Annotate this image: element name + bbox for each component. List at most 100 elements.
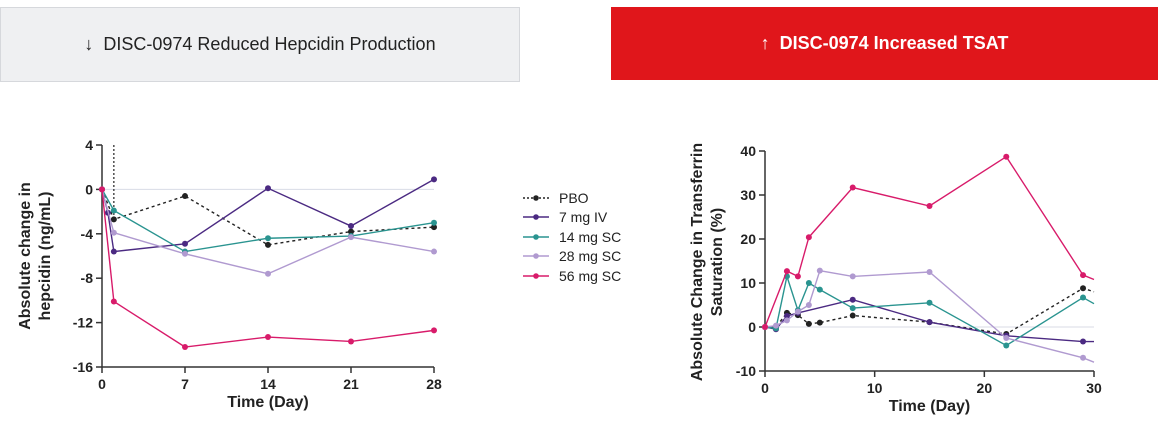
data-point xyxy=(348,338,354,345)
data-point xyxy=(783,268,790,275)
legend-item: 28 mg SC xyxy=(523,247,621,267)
tsat-banner-text: DISC-0974 Increased TSAT xyxy=(779,33,1009,53)
up-arrow-icon: ↑ xyxy=(760,33,770,53)
data-point xyxy=(1080,272,1087,279)
tsat-banner: ↑ DISC-0974 Increased TSAT xyxy=(611,7,1158,80)
series-line xyxy=(101,189,435,348)
legend-swatch-icon xyxy=(523,233,549,240)
x-tick-label: 14 xyxy=(260,376,276,392)
data-point xyxy=(182,250,188,257)
x-tick-label: 10 xyxy=(867,380,883,396)
series-line xyxy=(101,189,435,246)
data-point xyxy=(265,185,271,192)
data-point xyxy=(783,313,790,319)
legend-swatch-icon xyxy=(523,272,549,279)
data-point xyxy=(926,203,933,209)
legend-swatch-icon xyxy=(523,214,549,221)
x-tick-label: 30 xyxy=(1086,380,1102,396)
data-point xyxy=(762,324,768,330)
data-point xyxy=(783,317,790,324)
y-tick-label: -16 xyxy=(73,359,93,375)
x-tick-label: 7 xyxy=(181,376,189,392)
data-point xyxy=(1080,294,1087,301)
series-28-mg-sc xyxy=(99,186,437,277)
legend: PBO 7 mg IV 14 mg SC 28 mg SC 56 mg SC xyxy=(523,188,621,286)
data-point xyxy=(849,312,856,319)
data-point xyxy=(431,219,437,226)
data-point xyxy=(816,267,823,274)
data-point xyxy=(794,308,801,315)
data-point xyxy=(348,228,354,235)
data-point xyxy=(265,334,271,341)
y-tick-label: 40 xyxy=(740,143,756,159)
y-tick-label: 30 xyxy=(740,187,756,203)
data-point xyxy=(926,299,933,306)
data-point xyxy=(1003,335,1010,341)
data-point xyxy=(1080,354,1087,361)
y-tick-label: -4 xyxy=(81,226,94,242)
data-point xyxy=(849,296,856,303)
data-point xyxy=(182,240,188,247)
data-point xyxy=(110,216,117,223)
legend-label: 14 mg SC xyxy=(559,228,622,245)
series-line xyxy=(101,189,435,253)
data-point xyxy=(348,234,354,241)
legend-swatch-icon xyxy=(523,194,549,201)
data-point xyxy=(110,248,117,255)
y-tick-label: 10 xyxy=(740,275,756,291)
legend-item: 14 mg SC xyxy=(523,227,621,247)
x-tick-label: 0 xyxy=(98,376,106,392)
data-point xyxy=(265,241,271,248)
y-tick-label: 0 xyxy=(85,181,93,197)
y-tick-label: -8 xyxy=(81,270,94,286)
data-point xyxy=(849,273,856,280)
data-point xyxy=(805,302,812,308)
data-point xyxy=(772,322,779,329)
y-axis-label: Absolute Change in Transferrin xyxy=(689,143,706,381)
data-point xyxy=(1080,285,1087,292)
y-axis-label: Saturation (%) xyxy=(709,208,726,316)
x-axis-label: Time (Day) xyxy=(227,394,309,411)
down-arrow-icon: ↓ xyxy=(84,34,94,54)
series-14-mg-sc xyxy=(762,273,1095,349)
y-tick-label: 0 xyxy=(748,319,756,335)
data-point xyxy=(265,235,271,242)
data-point xyxy=(805,234,812,241)
data-point xyxy=(431,176,437,183)
y-axis-label: Absolute change in xyxy=(17,182,34,330)
data-point xyxy=(926,269,933,275)
y-axis-label: hepcidin (ng/mL) xyxy=(37,192,54,321)
data-point xyxy=(431,224,437,231)
data-point xyxy=(265,270,271,277)
hepcidin-banner: ↓ DISC-0974 Reduced Hepcidin Production xyxy=(0,7,520,82)
data-point xyxy=(805,280,812,286)
data-point xyxy=(1003,153,1010,160)
data-point xyxy=(816,319,823,326)
series-line xyxy=(765,287,1095,335)
y-tick-label: -12 xyxy=(73,315,93,331)
data-point xyxy=(110,207,117,214)
data-point xyxy=(182,344,188,351)
data-point xyxy=(110,229,117,236)
data-point xyxy=(849,305,856,312)
data-point xyxy=(794,273,801,280)
legend-label: 7 mg IV xyxy=(559,209,608,226)
legend-item: 56 mg SC xyxy=(523,266,621,286)
chart-1: 4 0 -4 -8 -12 -16 0 7 14 21 28 Time (Day) Absolute c… xyxy=(17,137,442,411)
data-point xyxy=(805,320,812,327)
series-56-mg-sc xyxy=(762,153,1095,330)
x-tick-label: 28 xyxy=(426,376,442,392)
data-point xyxy=(110,298,117,305)
legend-label: 28 mg SC xyxy=(559,248,622,265)
legend-label: PBO xyxy=(559,189,589,206)
x-tick-label: 0 xyxy=(761,380,769,396)
data-point xyxy=(849,184,856,191)
x-axis-label: Time (Day) xyxy=(889,398,971,415)
chart-2: 40 30 20 10 0 -10 0 10 20 30 Time (Day) Absolute Ch… xyxy=(689,143,1102,415)
data-point xyxy=(431,327,437,334)
data-point xyxy=(816,286,823,293)
series-line xyxy=(764,269,1095,363)
data-point xyxy=(99,186,105,193)
series-line xyxy=(101,189,435,275)
